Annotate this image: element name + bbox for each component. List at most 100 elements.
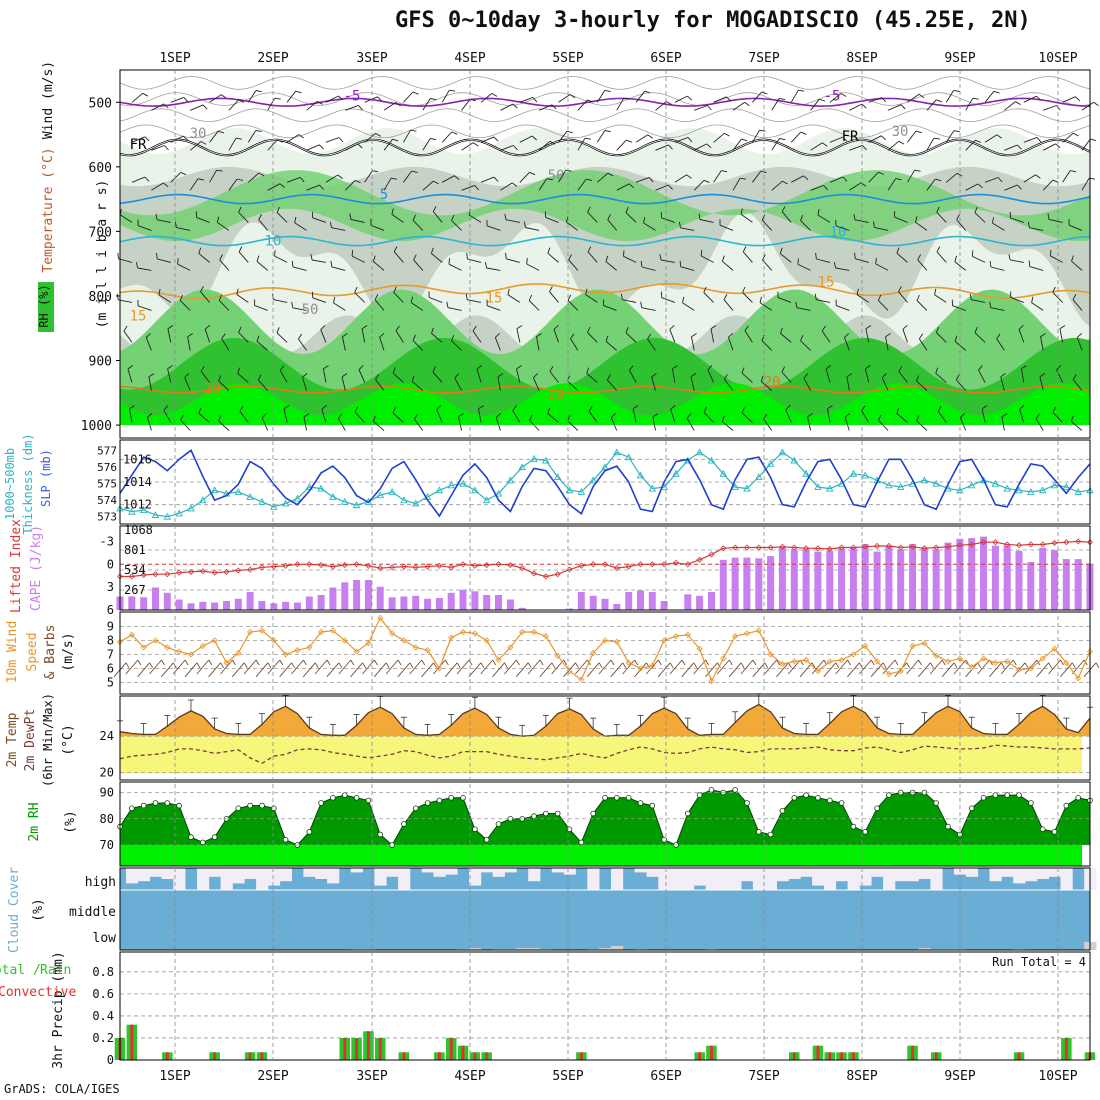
wind-barb: [878, 420, 889, 431]
wind-barb: [292, 266, 307, 271]
wind-barb-flag: [761, 91, 768, 95]
lifted-index-point: [140, 571, 147, 579]
wind-barb: [500, 103, 514, 111]
wind-barb-flag: [821, 325, 826, 332]
wind-barb: [655, 101, 667, 111]
contour-label: 15: [818, 274, 835, 290]
lifted-index-point: [850, 544, 857, 551]
wind-barb: [238, 251, 249, 263]
wind-barb: [137, 305, 152, 311]
rh-point: [554, 810, 561, 817]
high-cloud-clear: [670, 868, 683, 890]
wind-barb-flag: [546, 178, 553, 181]
wind-barb-flag: [803, 175, 809, 181]
wind-barb-10m: [622, 659, 636, 675]
wind-barb-flag: [158, 288, 161, 295]
wind-barb: [451, 220, 462, 231]
wind-barb-10m: [184, 662, 198, 678]
cape-bar: [199, 601, 207, 610]
wind-barb: [674, 174, 687, 183]
high-cloud-clear: [433, 868, 446, 877]
wind-barb: [1081, 138, 1091, 151]
wind-barb: [461, 98, 471, 111]
wind-barb-flag: [992, 217, 994, 224]
cape-panel-bg: [120, 526, 1090, 610]
precip-convective-bar: [852, 1052, 855, 1060]
lifted-index-point: [1015, 542, 1023, 549]
precip-convective-bar: [579, 1052, 583, 1060]
wind-barb: [176, 227, 191, 231]
wind-speed-point: [1015, 666, 1023, 673]
cape-bar: [920, 547, 928, 610]
wind-barb-flag: [937, 405, 942, 412]
wind-barb-flag: [900, 104, 906, 110]
rh-point: [661, 836, 667, 843]
wind-barb: [137, 267, 152, 271]
wind-barb-flag: [1071, 255, 1074, 262]
wind-barb-10m-flag: [208, 659, 213, 666]
high-cloud-clear: [504, 868, 517, 873]
wind-barb-10m-flag: [161, 659, 165, 666]
wind-barb: [461, 142, 474, 151]
temp-panel-frame: [119, 695, 1091, 781]
wind-barb-10m: [409, 659, 423, 675]
rh-point: [365, 797, 372, 804]
thickness-point: [755, 473, 763, 480]
rh-tick-label: 80: [100, 812, 114, 826]
wind-legend-label: Wind (m/s): [41, 61, 56, 139]
wind-barb-10m-flag: [232, 659, 236, 666]
wind-barb-flag: [476, 365, 483, 370]
cape-bar: [1062, 559, 1070, 610]
wind-barb-flag: [918, 333, 924, 339]
wind-barb-flag: [969, 293, 972, 300]
wind-barb-10m-flag: [338, 662, 343, 669]
wind-barb-flag: [707, 365, 713, 371]
wind-barb-flag: [432, 206, 437, 212]
wind-barb-flag: [707, 105, 712, 111]
temperature-contour: [119, 385, 1091, 394]
wind-barb-flag: [473, 142, 479, 147]
wind-barb-flag: [936, 99, 942, 103]
wind-barb-flag: [431, 327, 434, 334]
wind-barb: [635, 90, 646, 103]
wind-barb-10m: [160, 662, 174, 678]
wind-barb: [218, 380, 230, 391]
rh-point: [152, 800, 159, 806]
high-cloud-clear: [350, 868, 363, 873]
wind-barb: [1019, 409, 1025, 423]
wind-barb-10m: [776, 662, 789, 678]
lifted-index-point: [211, 569, 218, 576]
x-tick-label-top: 3SEP: [356, 51, 387, 66]
wind-barb-10m-flag: [421, 659, 426, 666]
wind-barb: [616, 183, 630, 191]
wind-barb: [146, 416, 152, 431]
wind-barb-10m-flag: [740, 662, 745, 669]
wind-speed-point: [696, 645, 703, 652]
wind-barb-flag: [1049, 249, 1052, 256]
wind-speed-point: [176, 648, 183, 655]
wind-barb: [817, 214, 831, 223]
wind-barb-flag: [896, 407, 900, 414]
wind-barb: [849, 103, 863, 111]
wind-barb: [331, 227, 346, 231]
lifted-index-point: [341, 561, 348, 569]
rh-point: [483, 836, 490, 843]
thickness-point: [317, 484, 325, 492]
rh-point: [684, 810, 691, 817]
y-tick-label: 700: [89, 225, 112, 240]
wind-barb: [641, 307, 656, 311]
wind-barb-flag: [1017, 144, 1022, 150]
lifted-index-point: [436, 562, 443, 569]
wind-speed-point: [944, 658, 952, 665]
lifted-index-point: [625, 563, 632, 570]
wind-barb-flag: [846, 373, 853, 378]
wind-barb-flag: [493, 136, 499, 142]
high-cloud-clear: [835, 868, 848, 882]
wind-barb-10m-flag: [918, 659, 922, 666]
contour-label: 20: [548, 387, 565, 403]
lifted-index-point: [412, 564, 419, 571]
wind-barb: [956, 219, 967, 231]
profile-ylabel: (m i l l i b a r s): [95, 180, 110, 329]
cape-bar: [459, 589, 467, 610]
